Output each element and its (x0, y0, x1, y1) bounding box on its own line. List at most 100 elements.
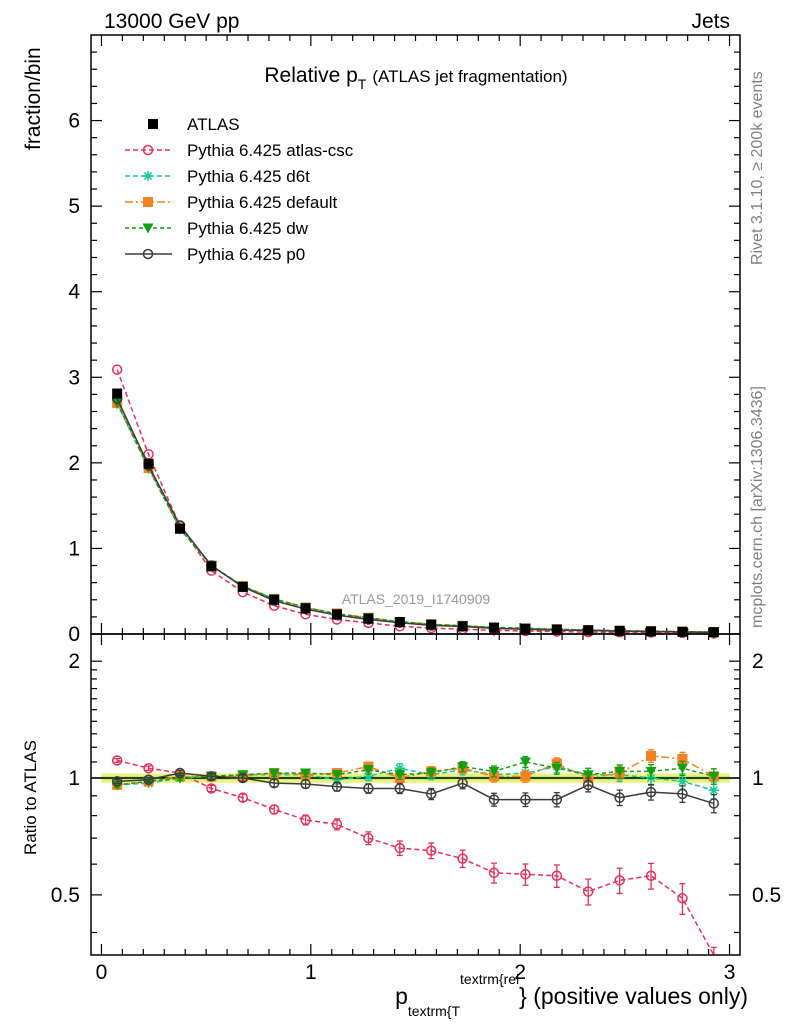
ratio-data-point (677, 893, 688, 904)
ratio-data-point (520, 771, 531, 782)
ratio-data-point (394, 763, 405, 774)
main-data-point (489, 622, 500, 633)
ratio-data-point (331, 770, 343, 781)
legend-entry: Pythia 6.425 default (125, 193, 338, 212)
ratio-data-point (488, 794, 500, 805)
main-data-point (269, 594, 280, 605)
ratio-data-point (300, 768, 312, 779)
x-axis-label-main: p (395, 983, 408, 1009)
header-left-label: 13000 GeV pp (104, 10, 239, 33)
ratio-y-tick-label: 1 (68, 767, 80, 790)
ratio-data-point (708, 771, 720, 782)
ratio-data-point (363, 832, 374, 844)
ratio-y-tick-label: 2 (68, 650, 80, 673)
main-data-point (457, 621, 468, 632)
main-y-tick-label: 0 (68, 623, 80, 646)
main-data-point (520, 623, 531, 634)
ratio-data-point (331, 819, 343, 830)
ratio-data-point (174, 767, 186, 779)
main-data-point (174, 523, 185, 534)
ratio-data-point (614, 875, 625, 886)
main-data-point (363, 613, 374, 624)
x-tick-label: 1 (305, 961, 317, 984)
ratio-data-point (300, 778, 311, 790)
legend-marker (142, 144, 154, 156)
main-title: Relative pT (ATLAS jet fragmentation) (264, 64, 567, 92)
ratio-data-point (268, 804, 280, 815)
legend-entry: Pythia 6.425 p0 (125, 245, 305, 264)
legend-entry: Pythia 6.425 atlas-csc (125, 141, 354, 160)
ratio-data-point (300, 814, 311, 826)
ratio-data-point (551, 763, 563, 774)
x-tick-label: 2 (514, 961, 526, 984)
x-tick-label: 3 (724, 961, 736, 984)
ratio-data-point (363, 783, 374, 794)
ratio-data-point (676, 763, 688, 774)
main-data-point (426, 619, 437, 630)
ratio-data-point (394, 842, 406, 854)
ratio-data-point (331, 781, 343, 792)
ratio-data-point (363, 771, 374, 782)
ratio-data-point (677, 753, 688, 764)
x-tick-label: 0 (96, 961, 108, 984)
main-data-point (111, 364, 123, 375)
ratio-data-point (268, 768, 280, 779)
ratio-data-point (425, 845, 437, 856)
main-data-point (708, 627, 719, 638)
main-data-point (646, 626, 657, 637)
ratio-y-axis-label: Ratio to ATLAS (21, 740, 40, 855)
ratio-data-point (646, 750, 657, 761)
ratio-data-point (237, 772, 249, 784)
ratio-data-point (362, 765, 374, 776)
main-title-subscript: T (358, 76, 367, 92)
legend-label: Pythia 6.425 default (187, 193, 338, 212)
main-y-tick-label: 2 (68, 452, 80, 475)
ratio-data-point (268, 777, 280, 789)
legend-label: Pythia 6.425 atlas-csc (187, 141, 354, 160)
main-data-point (551, 624, 562, 635)
ratio-data-point (111, 776, 123, 787)
ratio-data-point (614, 792, 625, 803)
ratio-panel: 0 1 2 3 0.5 0.5 1 1 2 2 (51, 633, 781, 984)
main-series-0 (112, 388, 719, 638)
main-data-point (394, 617, 405, 628)
ratio-y-tick-label-right: 2 (752, 650, 764, 673)
analysis-watermark: ATLAS_2019_I1740909 (342, 591, 491, 607)
main-y-tick-label: 4 (68, 281, 80, 304)
ratio-data-point (206, 783, 217, 794)
main-title-text: Relative p (264, 64, 357, 87)
header-right-label: Jets (691, 10, 730, 33)
ratio-series-line (116, 759, 715, 955)
ratio-data-point (457, 762, 469, 773)
ratio-data-point (206, 771, 217, 782)
ratio-data-point (551, 870, 563, 882)
ratio-data-point (582, 770, 594, 781)
legend-entry: ATLAS (148, 115, 240, 134)
ratio-data-point (614, 766, 626, 777)
ratio-data-point (645, 870, 657, 882)
ratio-data-point (143, 762, 154, 774)
main-y-tick-label: 6 (68, 110, 80, 133)
x-axis-label-superscript: textrm{rel (460, 971, 519, 987)
main-y-tick-label: 1 (68, 537, 80, 560)
legend-marker (142, 248, 154, 260)
main-data-point (614, 625, 625, 636)
main-y-tick-label: 3 (68, 366, 80, 389)
x-axis-label-suffix: } (positive values only) (519, 983, 748, 1009)
main-data-point (237, 581, 248, 592)
x-axis-label-subscript: textrm{T (408, 1003, 461, 1019)
ratio-data-point (111, 755, 123, 766)
ratio-data-point (551, 794, 563, 805)
main-data-point (677, 626, 688, 637)
legend: ATLAS Pythia 6.425 atlas-csc Pythia 6.425 … (125, 115, 354, 264)
legend-label: Pythia 6.425 d6t (187, 167, 310, 186)
ratio-data-point (708, 798, 720, 809)
legend-marker (143, 171, 153, 181)
ratio-data-point (520, 794, 531, 805)
main-data-point (583, 625, 594, 636)
legend-label: Pythia 6.425 p0 (187, 245, 305, 264)
ratio-data-point (394, 783, 406, 794)
ratio-series-4 (111, 767, 720, 814)
ratio-plot-area (91, 749, 740, 955)
